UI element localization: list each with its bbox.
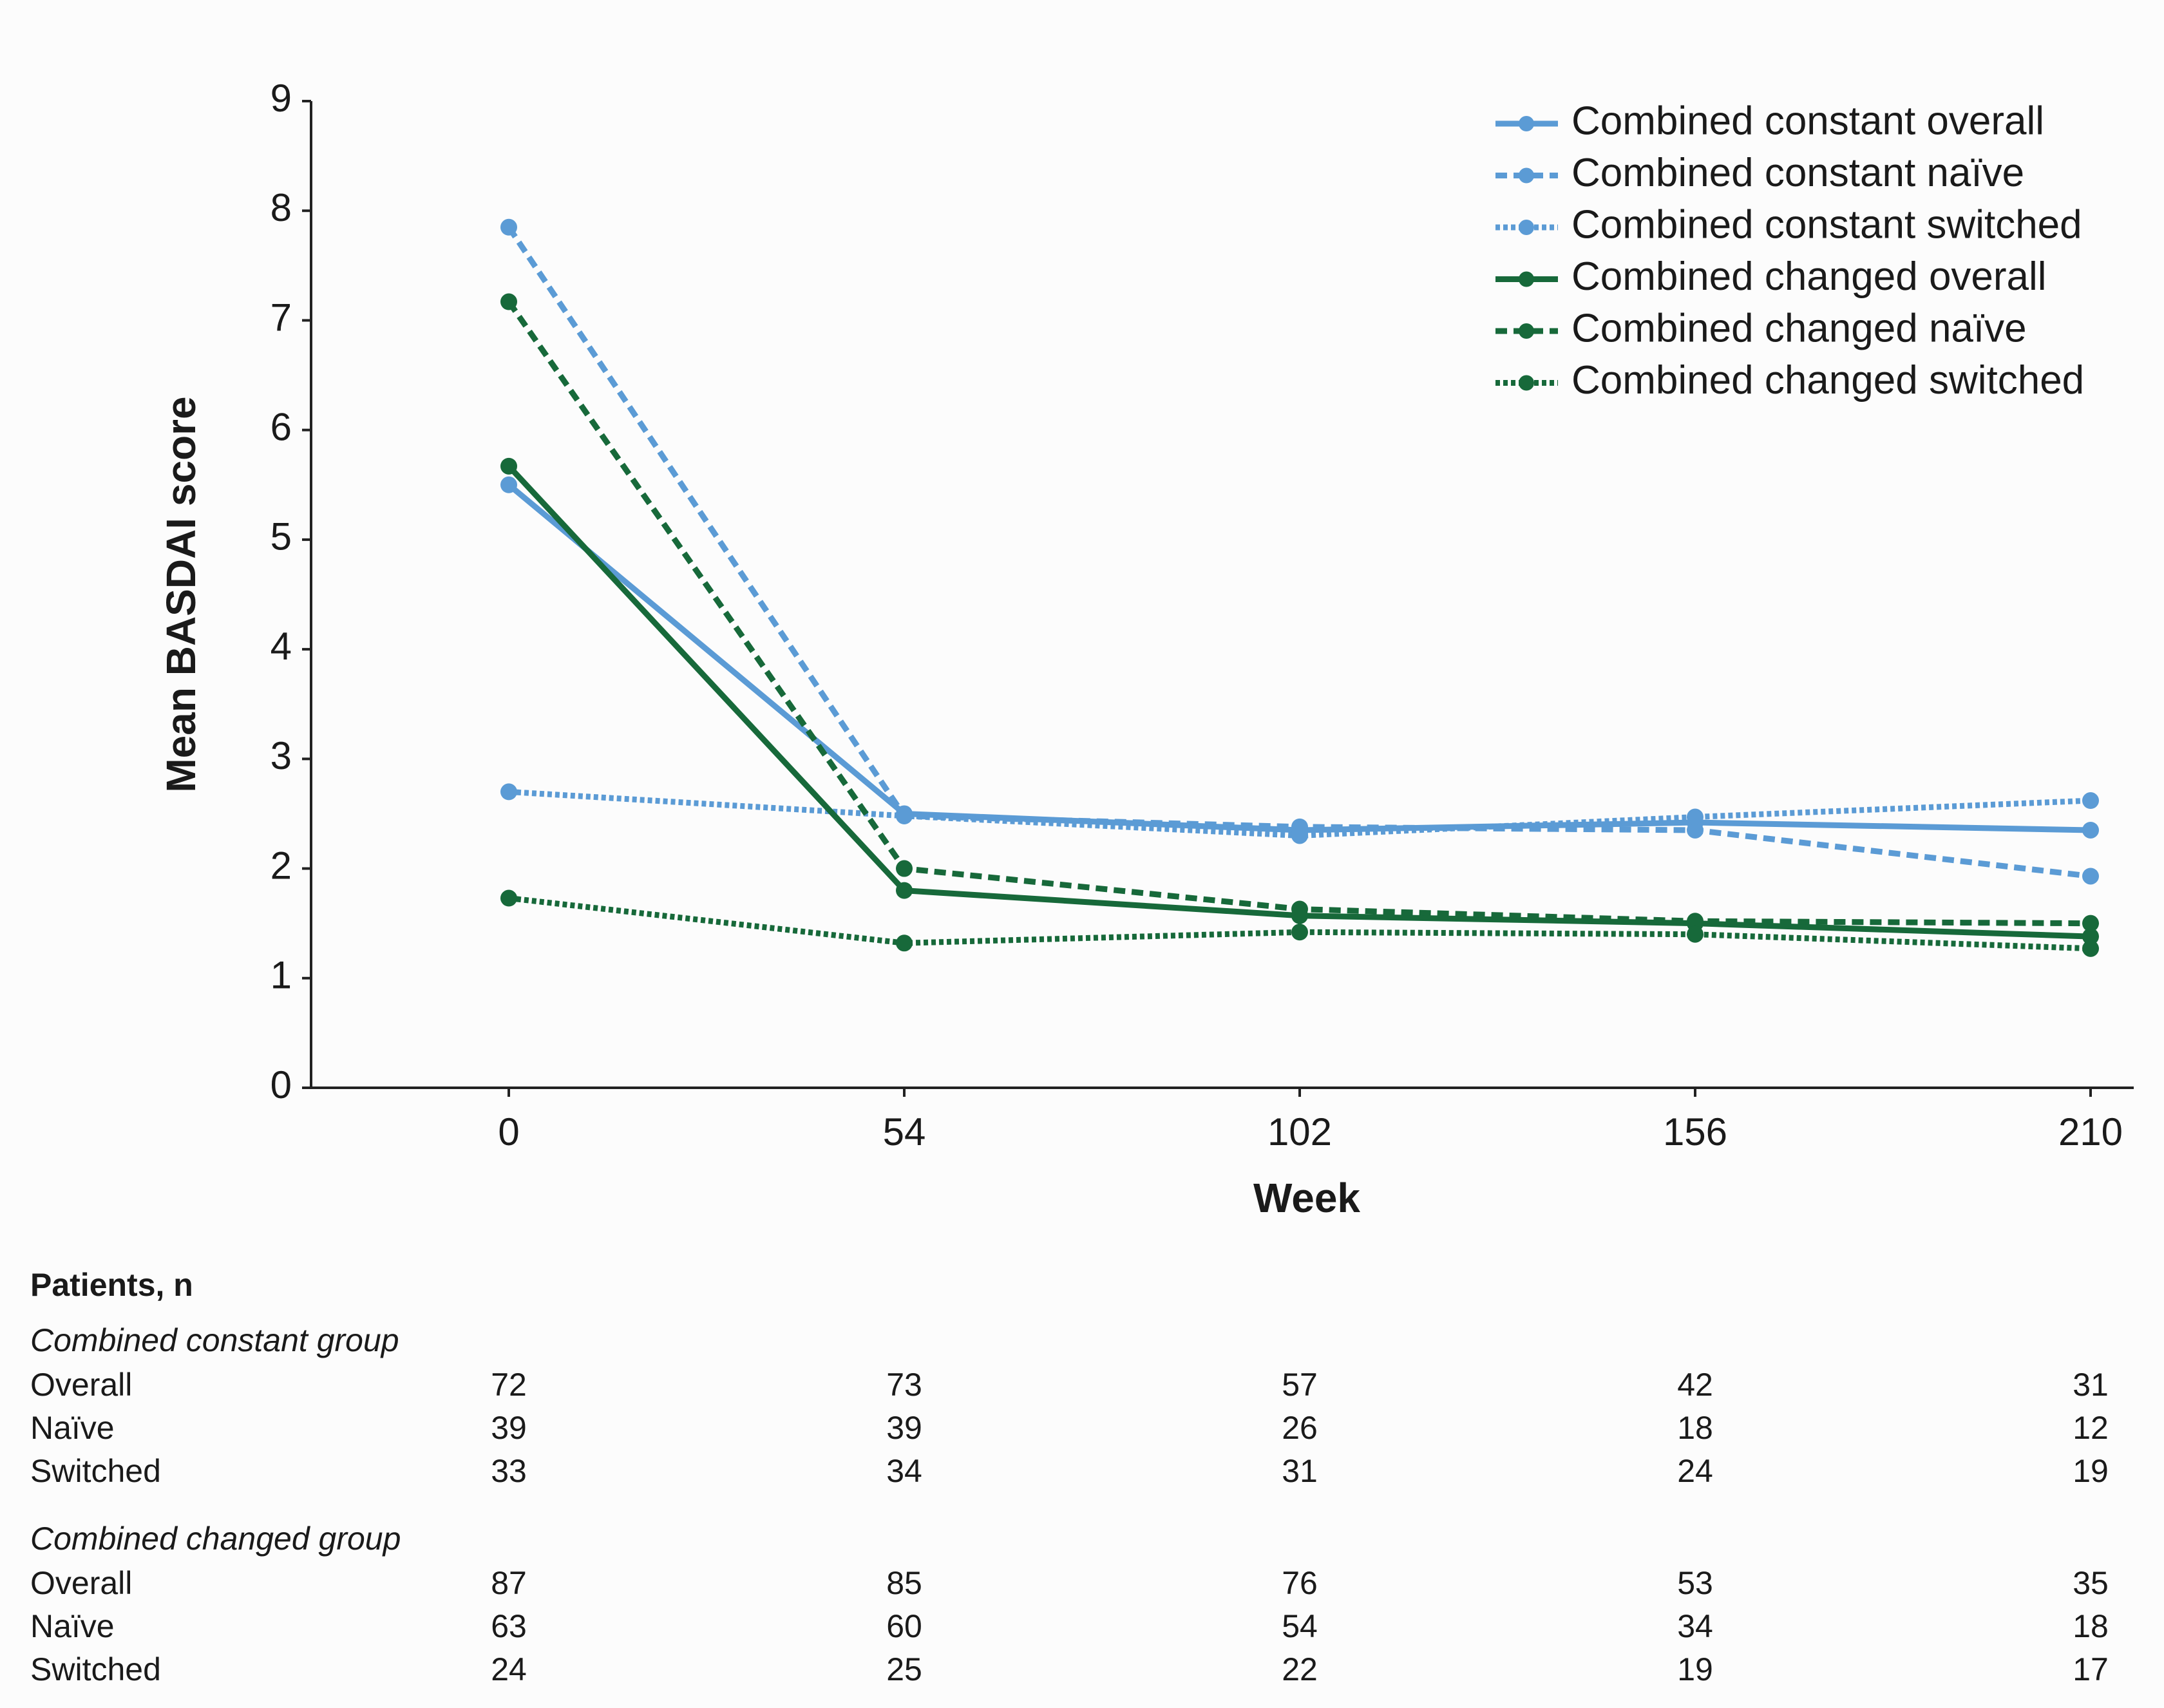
cell: 34 [886,1453,922,1489]
data-point [1291,924,1308,941]
y-tick-label: 0 [270,1063,292,1106]
data-point [500,889,517,907]
y-tick-label: 5 [270,515,292,558]
legend-label: Combined changed naïve [1571,306,2027,350]
cell: 19 [1677,1651,1713,1687]
cell: 24 [491,1651,527,1687]
group-label: Combined changed group [30,1521,401,1557]
group-label: Combined constant group [30,1322,399,1358]
cell: 72 [491,1367,527,1403]
series-line [508,895,2091,952]
data-point [500,783,517,801]
data-point [1291,900,1308,918]
cell: 25 [886,1651,922,1687]
legend-marker [1519,375,1534,391]
cell: 73 [886,1367,922,1403]
x-tick-label: 210 [2058,1110,2123,1153]
cell: 39 [886,1410,922,1446]
data-point [500,476,517,493]
data-point [896,807,913,824]
cell: 26 [1282,1410,1318,1446]
x-tick-label: 54 [883,1110,926,1153]
cell: 33 [491,1453,527,1489]
cell: 76 [1282,1565,1318,1601]
cell: 57 [1282,1367,1318,1403]
legend-marker [1519,116,1534,131]
cell: 31 [2073,1367,2109,1403]
data-point [500,293,517,310]
series-line [507,482,2091,833]
cell: 22 [1282,1651,1318,1687]
legend-label: Combined constant switched [1571,202,2082,247]
cell: 63 [491,1608,527,1644]
data-point [1687,913,1704,930]
legend-marker [1519,220,1534,235]
cell: 42 [1677,1367,1713,1403]
data-point [2082,868,2099,885]
cell: 39 [491,1410,527,1446]
data-point [896,860,913,877]
legend-label: Combined constant overall [1571,99,2044,143]
row-label: Naïve [30,1410,115,1446]
cell: 87 [491,1565,527,1601]
data-point [1687,808,1704,826]
y-tick-label: 4 [270,625,292,668]
cell: 18 [1677,1410,1713,1446]
series-line [506,464,2091,940]
y-axis-title: Mean BASDAI score [158,396,204,792]
data-point [896,882,913,899]
x-tick-label: 156 [1663,1110,1727,1153]
data-point [2082,928,2099,945]
cell: 54 [1282,1608,1318,1644]
row-label: Overall [30,1565,132,1601]
cell: 24 [1677,1453,1713,1489]
y-tick-label: 7 [270,296,292,339]
y-tick-label: 8 [270,186,292,229]
row-label: Overall [30,1367,132,1403]
y-tick-label: 9 [270,77,292,120]
cell: 19 [2073,1453,2109,1489]
cell: 85 [886,1565,922,1601]
data-point [1687,821,1704,839]
cell: 34 [1677,1608,1713,1644]
data-point [1687,925,1704,943]
row-label: Switched [30,1651,161,1687]
cell: 31 [1282,1453,1318,1489]
cell: 60 [886,1608,922,1644]
y-tick-label: 1 [270,954,292,997]
data-point [2082,792,2099,810]
data-point [500,218,517,236]
cell: 35 [2073,1565,2109,1601]
y-tick-label: 2 [270,844,292,887]
legend-marker [1519,167,1534,184]
data-point [1291,827,1308,844]
legend-marker [1519,323,1534,339]
legend-label: Combined changed overall [1571,254,2047,299]
cell: 12 [2073,1410,2109,1446]
x-tick-label: 102 [1267,1110,1332,1153]
data-point [896,935,913,952]
row-label: Switched [30,1453,161,1489]
cell: 17 [2073,1651,2109,1687]
x-tick-label: 0 [498,1110,519,1153]
data-point [500,457,517,475]
data-point [2082,915,2099,932]
table-title: Patients, n [30,1267,193,1303]
legend-label: Combined constant naïve [1571,151,2024,195]
x-axis-title: Week [1253,1175,1360,1221]
legend-label: Combined changed switched [1571,358,2084,403]
data-point [2082,821,2099,839]
cell: 18 [2073,1608,2109,1644]
y-tick-label: 3 [270,734,292,777]
cell: 53 [1677,1565,1713,1601]
row-label: Naïve [30,1608,115,1644]
legend-marker [1519,271,1534,287]
y-tick-label: 6 [270,406,292,449]
data-point [2082,940,2099,957]
